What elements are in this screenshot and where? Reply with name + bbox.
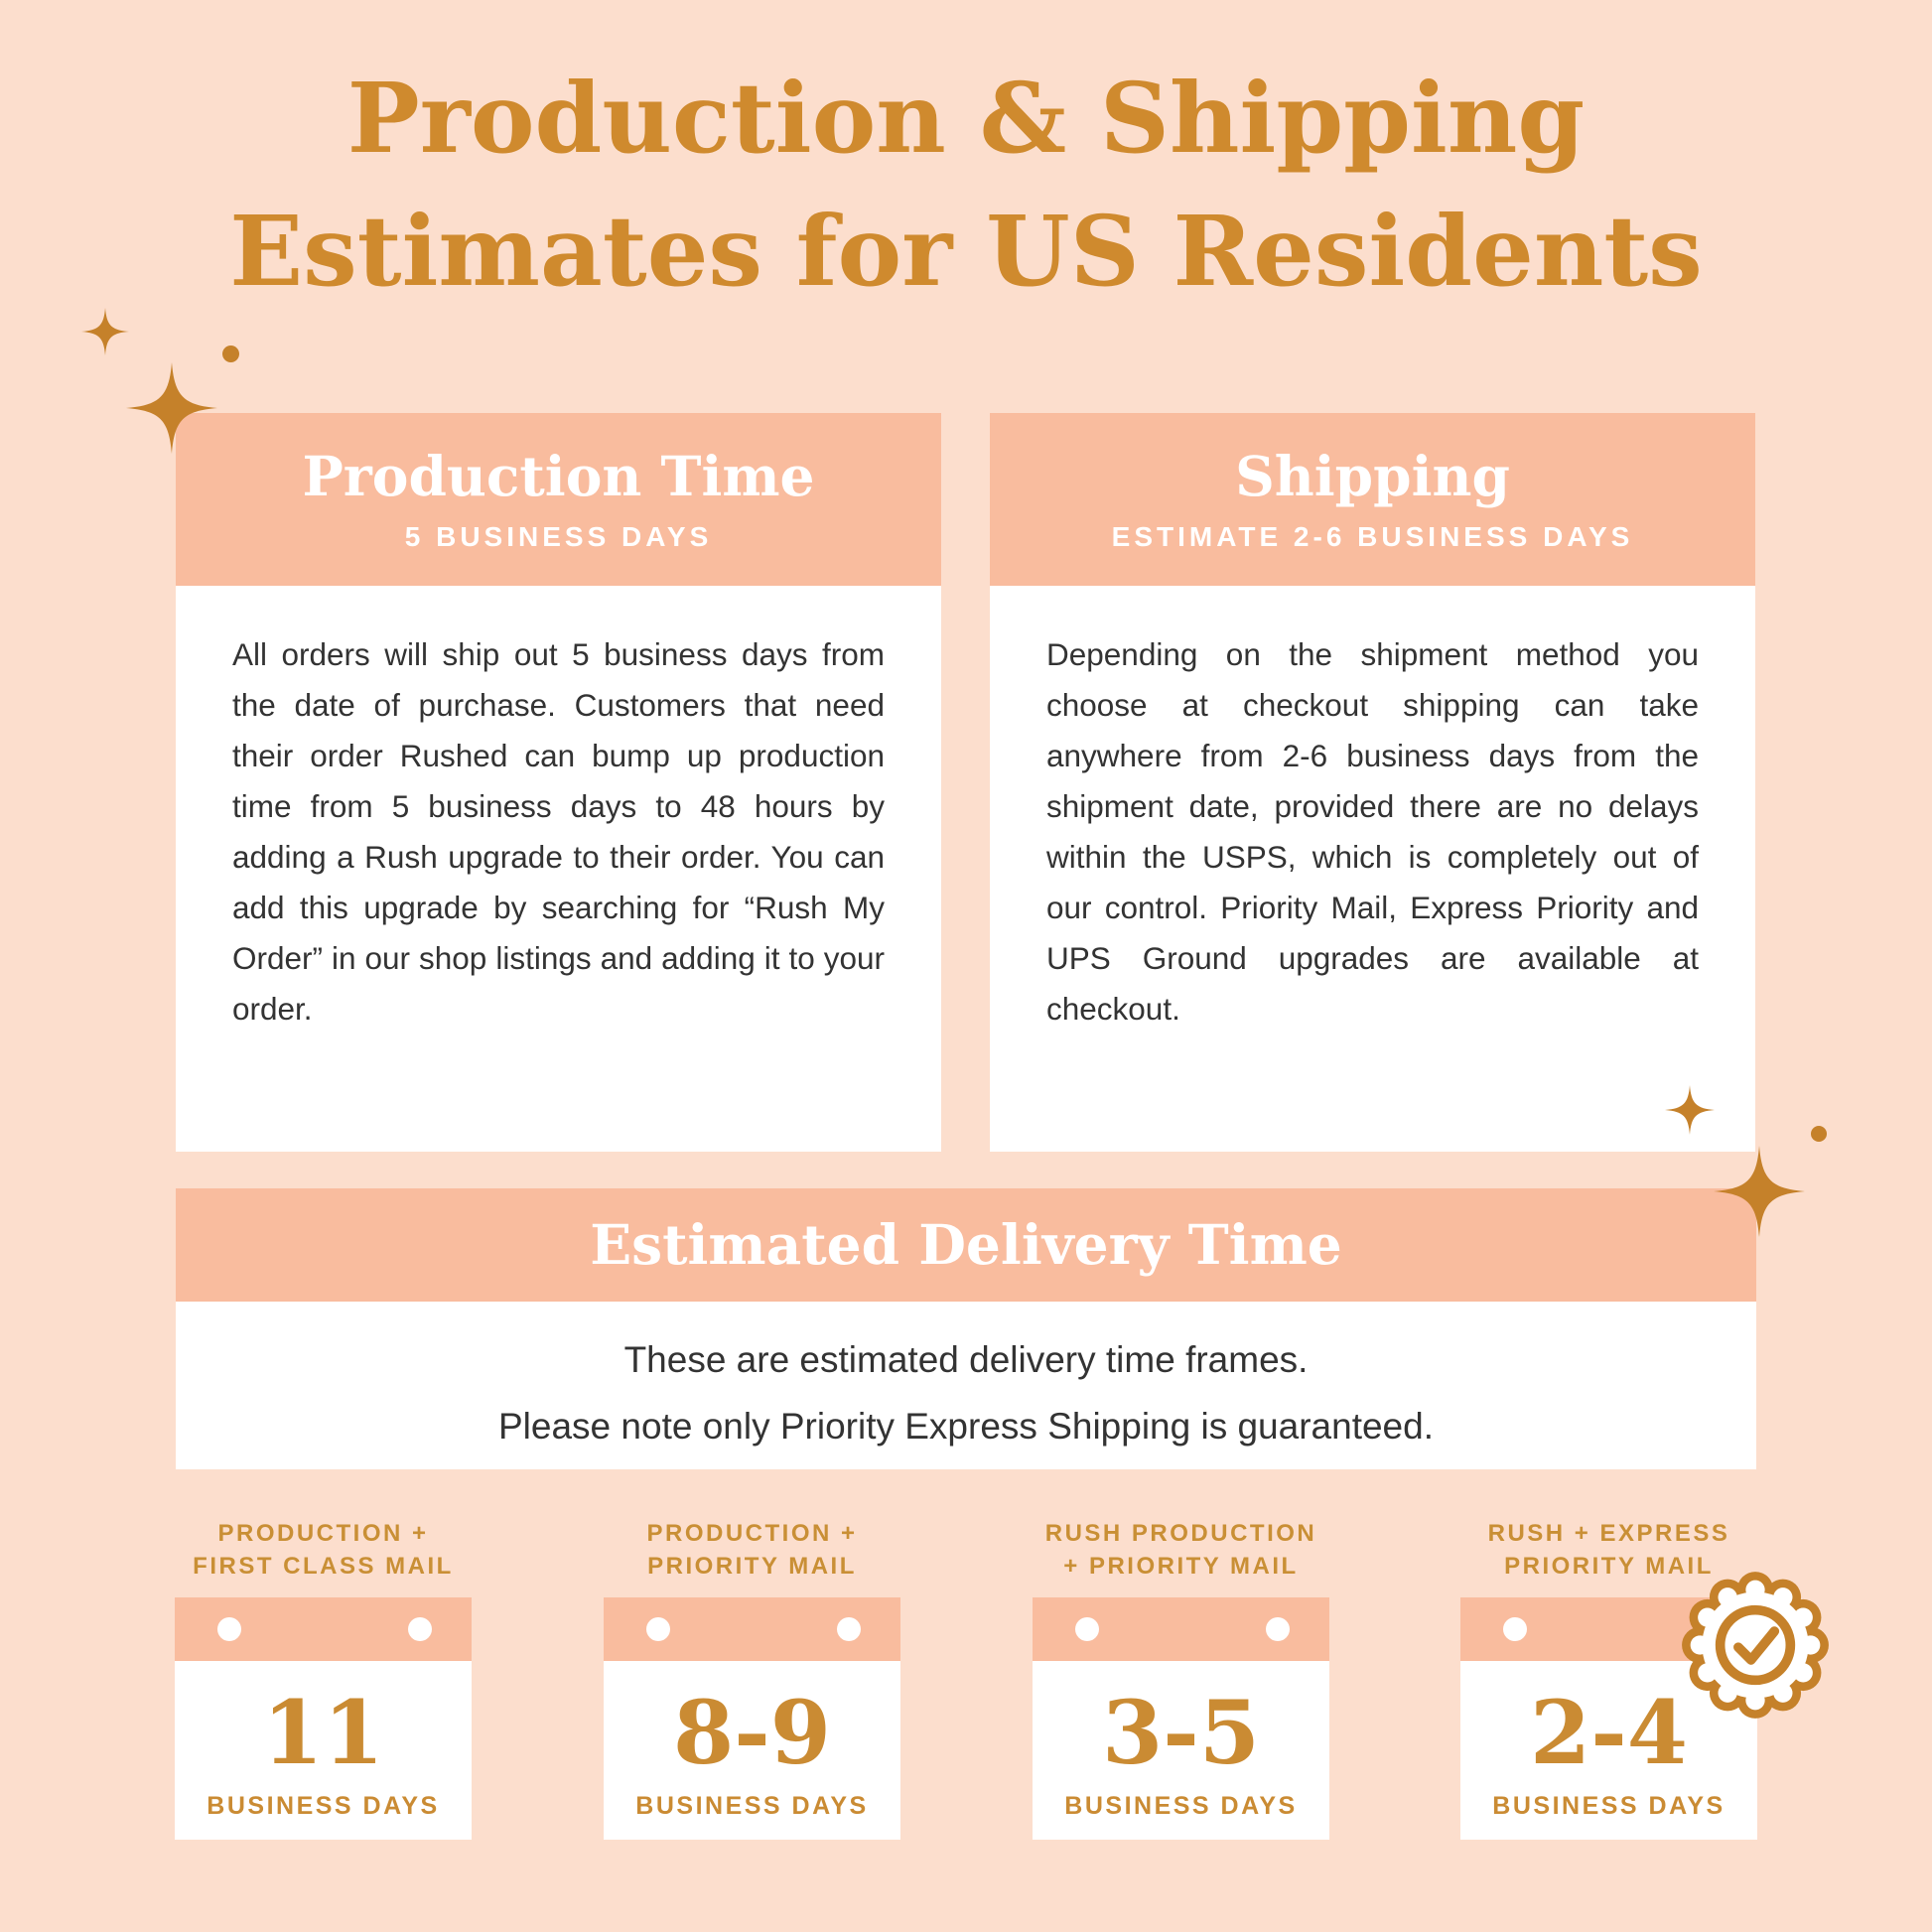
page-title-line1: Production & Shipping bbox=[346, 62, 1586, 175]
estimate-column-first-class: PRODUCTION + FIRST CLASS MAIL 11 BUSINES… bbox=[175, 1517, 472, 1840]
check-icon bbox=[1733, 1626, 1780, 1665]
sparkle-star-icon bbox=[1665, 1085, 1715, 1135]
estimate-label-line1: PRODUCTION + bbox=[646, 1520, 858, 1547]
calendar-body: 8-9 BUSINESS DAYS bbox=[604, 1661, 900, 1840]
estimated-delivery-body: These are estimated delivery time frames… bbox=[176, 1302, 1756, 1469]
estimate-column-rush-priority: RUSH PRODUCTION + PRIORITY MAIL 3-5 BUSI… bbox=[1033, 1517, 1329, 1840]
calendar-body: 2-4 BUSINESS DAYS bbox=[1460, 1661, 1757, 1840]
estimated-delivery-title: Estimated Delivery Time bbox=[176, 1188, 1756, 1302]
production-time-card-body: All orders will ship out 5 business days… bbox=[176, 586, 941, 1152]
estimate-label: PRODUCTION + FIRST CLASS MAIL bbox=[175, 1517, 472, 1583]
shipping-card-subtitle: ESTIMATE 2-6 BUSINESS DAYS bbox=[1111, 521, 1634, 552]
estimate-label-line2: PRIORITY MAIL bbox=[647, 1553, 857, 1580]
shipping-card-title: Shipping bbox=[1235, 444, 1510, 508]
page-title: Production & Shipping Estimates for US R… bbox=[0, 52, 1932, 318]
calendar-hole-icon bbox=[646, 1617, 670, 1641]
estimated-delivery-line2: Please note only Priority Express Shippi… bbox=[498, 1406, 1434, 1447]
estimate-unit: BUSINESS DAYS bbox=[1492, 1792, 1725, 1820]
calendar-hole-icon bbox=[1266, 1617, 1290, 1641]
calendar-hole-icon bbox=[1075, 1617, 1099, 1641]
calendar-header bbox=[1033, 1597, 1329, 1661]
calendar-hole-icon bbox=[837, 1617, 861, 1641]
calendar-header bbox=[175, 1597, 472, 1661]
shipping-card: Shipping ESTIMATE 2-6 BUSINESS DAYS Depe… bbox=[990, 413, 1755, 1152]
estimate-label-line1: PRODUCTION + bbox=[217, 1520, 429, 1547]
estimate-days: 11 bbox=[262, 1681, 384, 1784]
estimate-label: RUSH PRODUCTION + PRIORITY MAIL bbox=[1033, 1517, 1329, 1583]
shipping-card-body: Depending on the shipment method you cho… bbox=[990, 586, 1755, 1152]
estimated-delivery-banner: Estimated Delivery Time These are estima… bbox=[176, 1188, 1756, 1469]
estimate-label-line1: RUSH + EXPRESS bbox=[1487, 1520, 1730, 1547]
shipping-card-text: Depending on the shipment method you cho… bbox=[1046, 636, 1699, 1027]
calendar-header bbox=[604, 1597, 900, 1661]
estimate-unit: BUSINESS DAYS bbox=[1064, 1792, 1298, 1820]
estimate-days: 3-5 bbox=[1102, 1681, 1260, 1784]
estimate-label-line2: FIRST CLASS MAIL bbox=[193, 1553, 454, 1580]
calendar-icon: 3-5 BUSINESS DAYS bbox=[1033, 1597, 1329, 1840]
calendar-icon: 11 BUSINESS DAYS bbox=[175, 1597, 472, 1840]
production-time-card-header: Production Time 5 BUSINESS DAYS bbox=[176, 413, 941, 586]
check-seal-icon bbox=[1681, 1571, 1830, 1720]
calendar-body: 3-5 BUSINESS DAYS bbox=[1033, 1661, 1329, 1840]
sparkle-star-icon bbox=[1714, 1146, 1805, 1237]
sparkle-star-icon bbox=[126, 362, 217, 454]
production-time-card: Production Time 5 BUSINESS DAYS All orde… bbox=[176, 413, 941, 1152]
estimate-label-line2: + PRIORITY MAIL bbox=[1063, 1553, 1299, 1580]
calendar-body: 11 BUSINESS DAYS bbox=[175, 1661, 472, 1840]
page-title-line2: Estimates for US Residents bbox=[229, 195, 1703, 308]
estimate-unit: BUSINESS DAYS bbox=[207, 1792, 440, 1820]
sparkle-dot-icon bbox=[222, 345, 239, 362]
calendar-hole-icon bbox=[217, 1617, 241, 1641]
estimate-label-line2: PRIORITY MAIL bbox=[1504, 1553, 1714, 1580]
estimate-days: 2-4 bbox=[1530, 1681, 1688, 1784]
estimate-days: 8-9 bbox=[673, 1681, 831, 1784]
estimate-label: RUSH + EXPRESS PRIORITY MAIL bbox=[1460, 1517, 1757, 1583]
sparkle-dot-icon bbox=[1811, 1126, 1827, 1142]
calendar-hole-icon bbox=[408, 1617, 432, 1641]
production-time-card-title: Production Time bbox=[302, 444, 815, 508]
shipping-card-header: Shipping ESTIMATE 2-6 BUSINESS DAYS bbox=[990, 413, 1755, 586]
estimate-column-priority: PRODUCTION + PRIORITY MAIL 8-9 BUSINESS … bbox=[604, 1517, 900, 1840]
production-time-card-subtitle: 5 BUSINESS DAYS bbox=[404, 521, 713, 552]
calendar-icon: 8-9 BUSINESS DAYS bbox=[604, 1597, 900, 1840]
sparkle-star-icon bbox=[81, 308, 129, 355]
estimated-delivery-line1: These are estimated delivery time frames… bbox=[623, 1339, 1309, 1380]
estimate-label: PRODUCTION + PRIORITY MAIL bbox=[604, 1517, 900, 1583]
production-time-card-text: All orders will ship out 5 business days… bbox=[232, 636, 885, 1027]
estimate-label-line1: RUSH PRODUCTION bbox=[1044, 1520, 1317, 1547]
estimate-unit: BUSINESS DAYS bbox=[635, 1792, 869, 1820]
calendar-hole-icon bbox=[1503, 1617, 1527, 1641]
